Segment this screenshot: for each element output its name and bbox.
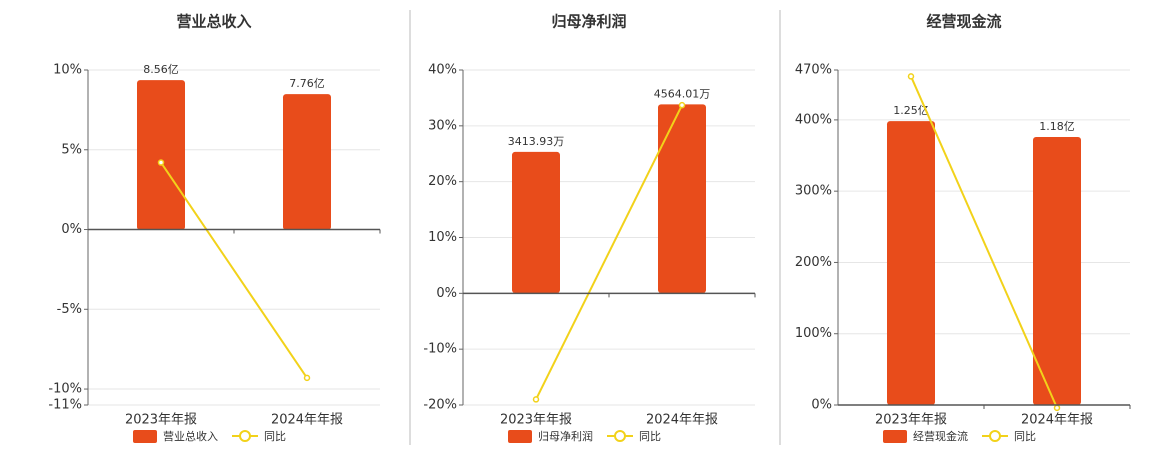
x-tick-label: 2023年年报	[125, 413, 197, 428]
data-label: 8.56亿	[143, 63, 179, 76]
x-tick-label: 2023年年报	[875, 413, 947, 428]
legend-swatch	[883, 430, 907, 443]
legend-swatch	[239, 430, 251, 442]
bar	[887, 121, 935, 406]
chart-title: 归母净利润	[551, 13, 626, 31]
legend-swatch	[989, 430, 1001, 442]
line-point	[157, 159, 165, 166]
data-label: 1.18亿	[1039, 120, 1075, 133]
line-point	[532, 396, 540, 403]
data-label: 3413.93万	[508, 135, 565, 148]
y-tick-label: 0%	[61, 222, 82, 237]
legend-swatch	[133, 430, 157, 443]
legend-label: 营业总收入	[163, 429, 218, 443]
data-label: 4564.01万	[654, 87, 711, 100]
x-tick-label: 2024年年报	[1021, 413, 1093, 428]
data-label: 7.76亿	[289, 77, 325, 90]
line	[535, 104, 683, 400]
bar	[658, 104, 706, 293]
bar	[137, 80, 185, 230]
y-tick-label: 400%	[795, 112, 832, 127]
y-tick-label: -5%	[57, 302, 82, 317]
y-tick-label: 30%	[428, 118, 457, 133]
y-tick-label: 20%	[428, 174, 457, 189]
legend-swatch	[614, 430, 626, 442]
bar	[283, 94, 331, 230]
y-tick-label: -20%	[423, 398, 457, 413]
legend-label: 归母净利润	[538, 429, 593, 443]
y-tick-label: 0%	[811, 398, 832, 413]
x-tick-label: 2024年年报	[646, 413, 718, 428]
y-tick-label: 10%	[428, 230, 457, 245]
chart-title: 经营现金流	[926, 13, 1001, 31]
y-tick-label: 100%	[795, 326, 832, 341]
legend-label: 同比	[264, 430, 286, 443]
data-label: 1.25亿	[893, 104, 929, 117]
legend-label: 经营现金流	[913, 429, 968, 443]
y-tick-label: 5%	[61, 142, 82, 157]
line-point	[1053, 404, 1061, 412]
y-tick-label: 300%	[795, 184, 832, 199]
bar	[512, 151, 560, 293]
line-point	[303, 374, 311, 382]
x-tick-label: 2023年年报	[500, 413, 572, 428]
y-tick-label: -10%	[423, 342, 457, 357]
legend-label: 同比	[1014, 430, 1036, 443]
y-tick-label: 0%	[436, 286, 457, 301]
y-tick-label: -11%	[48, 398, 82, 413]
line	[160, 161, 308, 379]
bar	[1033, 137, 1081, 405]
line	[910, 76, 1058, 409]
line-point	[907, 73, 915, 80]
legend-swatch	[508, 430, 532, 443]
y-tick-label: -10%	[48, 382, 82, 397]
y-tick-label: 470%	[795, 63, 832, 78]
legend-label: 同比	[639, 430, 661, 443]
line-point	[678, 101, 686, 109]
y-tick-label: 10%	[53, 63, 82, 78]
y-tick-label: 200%	[795, 255, 832, 270]
chart-title: 营业总收入	[176, 13, 251, 31]
y-tick-label: 40%	[428, 63, 457, 78]
x-tick-label: 2024年年报	[271, 413, 343, 428]
